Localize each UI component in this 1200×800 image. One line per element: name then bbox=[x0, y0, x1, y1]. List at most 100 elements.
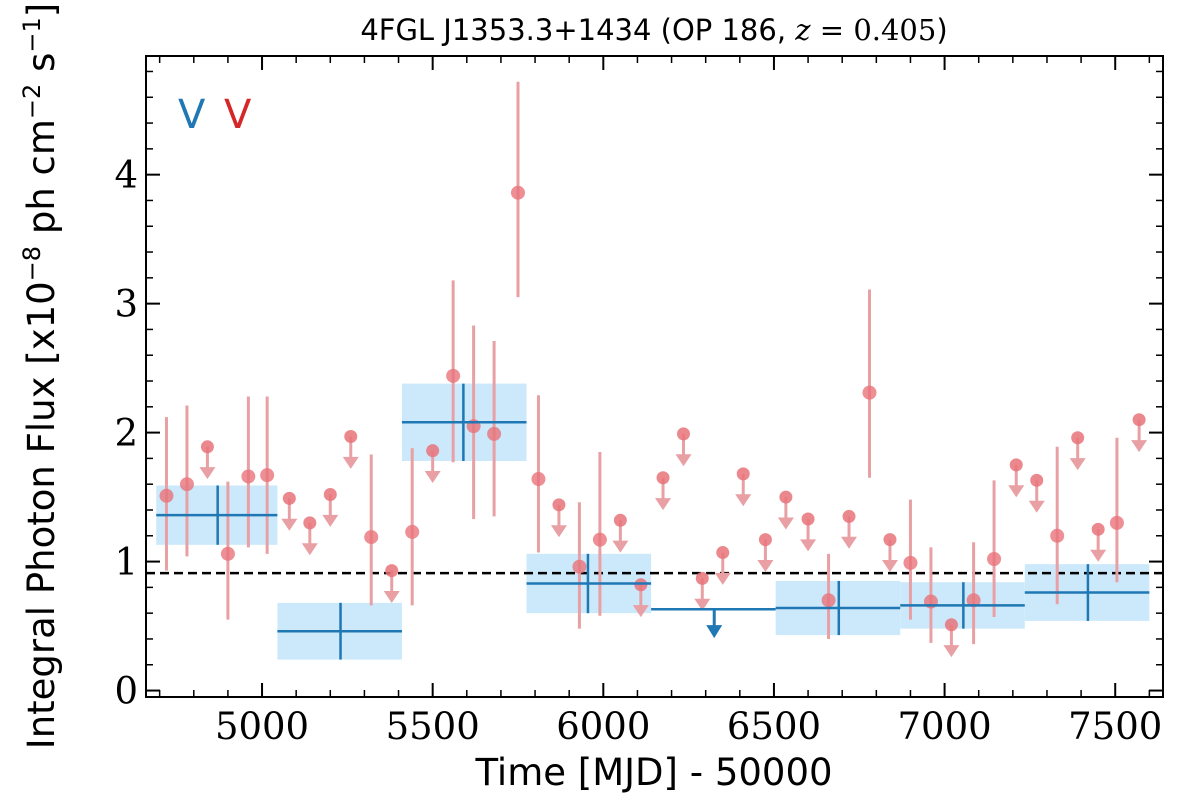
x-tick-label: 5000 bbox=[215, 705, 309, 748]
short-bin-point bbox=[510, 185, 525, 200]
short-bin-point bbox=[159, 488, 174, 503]
x-tick-label: 7000 bbox=[897, 705, 991, 748]
short-bin-ul-arrow bbox=[424, 471, 441, 484]
title-suffix: ) bbox=[936, 13, 947, 47]
short-bin-ul-marker bbox=[613, 513, 627, 527]
short-bin-ul-marker bbox=[883, 533, 897, 547]
short-bin-ul-arrow bbox=[714, 572, 731, 585]
plot-frame bbox=[145, 55, 1164, 698]
ylabel-middle: ph cm bbox=[20, 119, 63, 246]
short-bin-point bbox=[1109, 515, 1124, 530]
short-bin-point bbox=[260, 468, 275, 483]
y-tick-label: 1 bbox=[114, 541, 138, 584]
ylabel-middle2: s bbox=[20, 53, 63, 84]
short-bin-ul-arrow bbox=[550, 525, 567, 538]
axis-ticks bbox=[146, 56, 1163, 697]
short-bin-ul-marker bbox=[1091, 522, 1105, 536]
y-tick-label: 3 bbox=[114, 283, 138, 326]
short-bin-point bbox=[446, 368, 461, 383]
short-bin-ul-marker bbox=[736, 467, 750, 481]
short-bin-point bbox=[903, 555, 918, 570]
short-bin-ul-marker bbox=[552, 498, 566, 512]
x-tick-label: 6500 bbox=[727, 705, 821, 748]
short-bin-ul-marker bbox=[716, 546, 730, 560]
ylabel-suffix: ] bbox=[20, 3, 63, 17]
short-bin-ul-arrow bbox=[675, 454, 692, 467]
ylabel-exp3: −1 bbox=[18, 17, 46, 52]
title-prefix: 4FGL J1353.3+1434 (OP 186, bbox=[360, 13, 795, 47]
short-bin-series bbox=[159, 81, 1148, 658]
legend-entry-short: V bbox=[224, 92, 252, 138]
short-bin-point bbox=[487, 426, 502, 441]
short-bin-ul-arrow bbox=[655, 498, 672, 511]
short-bin-point bbox=[364, 530, 379, 545]
short-bin-point bbox=[592, 532, 607, 547]
legend-entry-long: V bbox=[178, 92, 206, 138]
short-bin-ul-arrow bbox=[881, 560, 898, 573]
short-bin-ul-marker bbox=[695, 571, 709, 585]
short-bin-point bbox=[572, 559, 587, 574]
short-bin-ul-marker bbox=[1132, 413, 1146, 427]
short-bin-ul-arrow bbox=[342, 456, 359, 469]
short-bin-ul-marker bbox=[344, 429, 358, 443]
short-bin-ul-arrow bbox=[1069, 458, 1086, 471]
short-bin-ul-arrow bbox=[1090, 549, 1107, 562]
x-axis-label: Time [MJD] - 50000 bbox=[474, 751, 832, 794]
short-bin-ul-marker bbox=[779, 490, 793, 504]
short-bin-ul-marker bbox=[323, 488, 337, 502]
short-bin-point bbox=[405, 524, 420, 539]
short-bin-point bbox=[241, 469, 256, 484]
short-bin-ul-marker bbox=[1030, 473, 1044, 487]
short-bin-ul-arrow bbox=[199, 467, 216, 480]
short-bin-ul-arrow bbox=[694, 598, 711, 611]
short-bin-ul-marker bbox=[656, 471, 670, 485]
short-bin-ul-marker bbox=[758, 533, 772, 547]
short-bin-ul-arrow bbox=[632, 605, 649, 618]
short-bin-point bbox=[220, 546, 235, 561]
short-bin-ul-marker bbox=[385, 564, 399, 578]
short-bin-ul-marker bbox=[1009, 458, 1023, 472]
short-bin-ul-arrow bbox=[612, 540, 629, 553]
title-equals: = bbox=[811, 13, 854, 47]
short-bin-ul-marker bbox=[282, 491, 296, 505]
title-z-value: 0.405 bbox=[853, 13, 936, 47]
short-bin-point bbox=[987, 551, 1002, 566]
short-bin-ul-arrow bbox=[301, 543, 318, 556]
title-z-symbol: z bbox=[794, 13, 811, 47]
short-bin-ul-arrow bbox=[383, 590, 400, 603]
long-bin-series bbox=[156, 383, 1150, 660]
short-bin-ul-marker bbox=[677, 427, 691, 441]
short-bin-point bbox=[179, 477, 194, 492]
short-bin-ul-arrow bbox=[1131, 440, 1148, 453]
short-bin-point bbox=[966, 593, 981, 608]
short-bin-ul-arrow bbox=[841, 536, 858, 549]
short-bin-ul-marker bbox=[944, 618, 958, 632]
y-tick-label: 4 bbox=[114, 154, 138, 197]
short-bin-ul-arrow bbox=[1028, 500, 1045, 513]
short-bin-ul-marker bbox=[801, 512, 815, 526]
short-bin-ul-arrow bbox=[322, 514, 339, 527]
short-bin-ul-marker bbox=[426, 444, 440, 458]
short-bin-ul-arrow bbox=[735, 494, 752, 507]
short-bin-point bbox=[531, 472, 546, 487]
ylabel-prefix: Integral Photon Flux [x10 bbox=[20, 281, 63, 749]
x-tick-label: 5500 bbox=[386, 705, 480, 748]
y-tick-label: 2 bbox=[114, 412, 138, 455]
short-bin-ul-marker bbox=[634, 578, 648, 592]
short-bin-point bbox=[821, 593, 836, 608]
short-bin-ul-marker bbox=[842, 509, 856, 523]
short-bin-point bbox=[1050, 528, 1065, 543]
long-bin-ul-arrow bbox=[706, 625, 723, 639]
chart-title: 4FGL J1353.3+1434 (OP 186, z = 0.405) bbox=[360, 13, 947, 47]
x-tick-label: 6000 bbox=[556, 705, 650, 748]
short-bin-ul-arrow bbox=[777, 517, 794, 530]
short-bin-ul-arrow bbox=[800, 539, 817, 552]
y-tick-label: 0 bbox=[114, 670, 138, 713]
short-bin-point bbox=[862, 385, 877, 400]
short-bin-ul-arrow bbox=[943, 645, 960, 658]
axis-tick-labels: 5000 5500 6000 6500 7000 7500 0 1 2 3 4 bbox=[114, 154, 1162, 748]
ylabel-exp1: −8 bbox=[18, 246, 46, 281]
x-tick-label: 7500 bbox=[1068, 705, 1162, 748]
short-bin-ul-marker bbox=[303, 516, 317, 530]
